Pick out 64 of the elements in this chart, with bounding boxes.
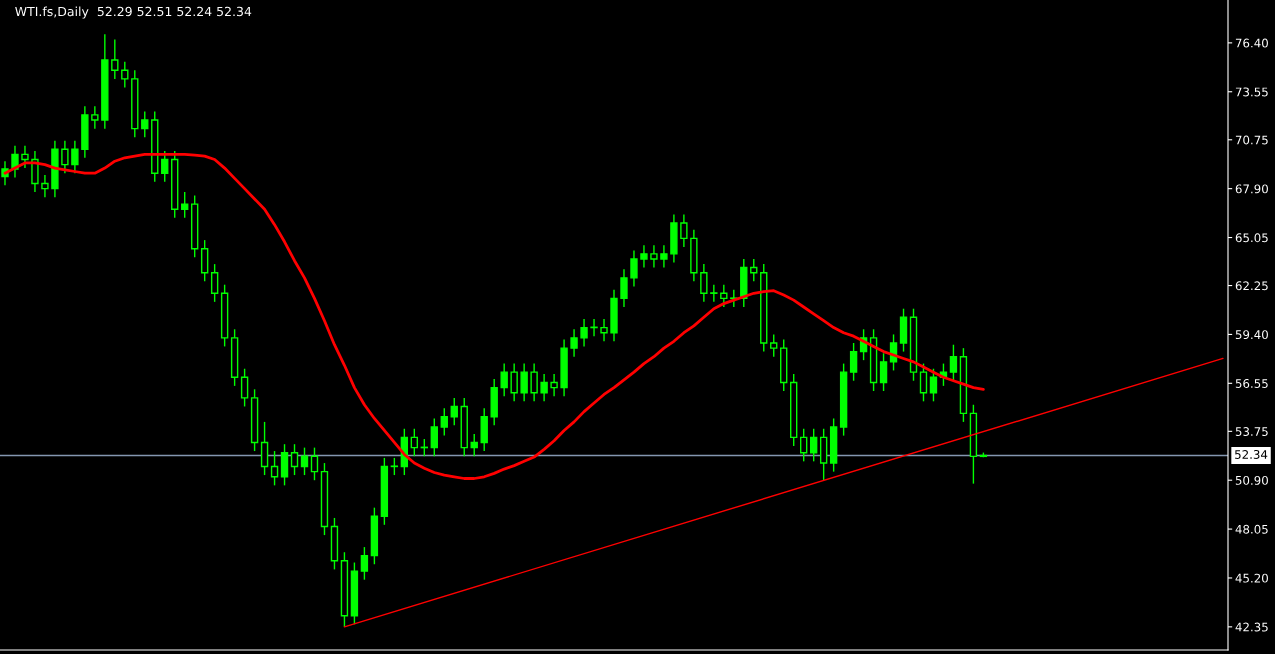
candlestick	[270, 450, 279, 487]
candlestick	[949, 344, 958, 382]
candlestick	[520, 362, 528, 403]
candlestick	[929, 368, 938, 403]
candlestick	[620, 268, 628, 308]
candlestick	[919, 362, 928, 403]
y-tick-label: 70.75	[1235, 135, 1268, 145]
candlestick	[770, 333, 778, 358]
candlestick	[879, 352, 888, 392]
y-tick-label: 48.05	[1235, 524, 1268, 534]
candlestick	[750, 258, 758, 282]
candlestick	[300, 446, 309, 476]
candlestick	[800, 428, 808, 463]
candlestick	[660, 244, 668, 269]
candlestick	[41, 174, 49, 198]
candlestick	[710, 284, 718, 303]
candlestick	[310, 446, 319, 481]
candlestick	[440, 407, 448, 437]
candlestick	[240, 368, 249, 408]
candlestick	[360, 546, 369, 581]
y-tick-label: 50.90	[1235, 475, 1268, 485]
y-tick-label: 65.05	[1235, 233, 1268, 243]
candlestick	[410, 428, 419, 457]
candlestick	[630, 249, 638, 288]
candlestick	[580, 318, 588, 348]
y-tick-label: 76.40	[1235, 38, 1268, 48]
candlestick	[141, 110, 149, 138]
y-tick-label: 45.20	[1235, 573, 1268, 583]
y-tick-label: 62.25	[1235, 281, 1268, 291]
candlestick	[849, 342, 858, 382]
y-tick-label: 56.55	[1235, 379, 1268, 388]
candlestick	[809, 428, 818, 463]
y-tick-label: 67.90	[1235, 184, 1268, 194]
candlestick	[161, 150, 169, 183]
candlestick	[550, 373, 558, 397]
candlestick	[680, 213, 688, 248]
candlestick	[210, 263, 219, 303]
line-series	[3, 152, 985, 480]
y-tick-label: 42.35	[1235, 622, 1268, 632]
candlestick	[510, 362, 518, 403]
candlestick	[21, 145, 29, 169]
candlestick	[181, 191, 189, 219]
candlestick	[600, 318, 608, 342]
y-tick-label: 73.55	[1235, 87, 1268, 97]
candlestick	[540, 373, 548, 403]
candlestick	[450, 397, 458, 427]
candlestick	[640, 244, 648, 269]
candlestick	[700, 263, 708, 303]
candlestick	[430, 417, 438, 457]
y-tick-label: 59.40	[1235, 330, 1268, 340]
candlestick	[111, 38, 119, 80]
candlestick	[121, 61, 129, 89]
candlestick	[650, 244, 658, 269]
text: WTI.fs,Daily 52.29 52.51 52.24 52.34	[15, 6, 252, 19]
candlestick	[61, 139, 69, 174]
candlestick	[720, 284, 728, 308]
y-tick-label: 53.75	[1235, 427, 1268, 436]
candlestick	[530, 362, 538, 403]
candlestick	[290, 443, 299, 476]
ref-line-label: 52.34	[1235, 450, 1268, 459]
candlestick	[470, 433, 478, 457]
candlestick	[570, 328, 578, 358]
candlestick	[500, 362, 508, 397]
candlestick	[91, 105, 99, 130]
